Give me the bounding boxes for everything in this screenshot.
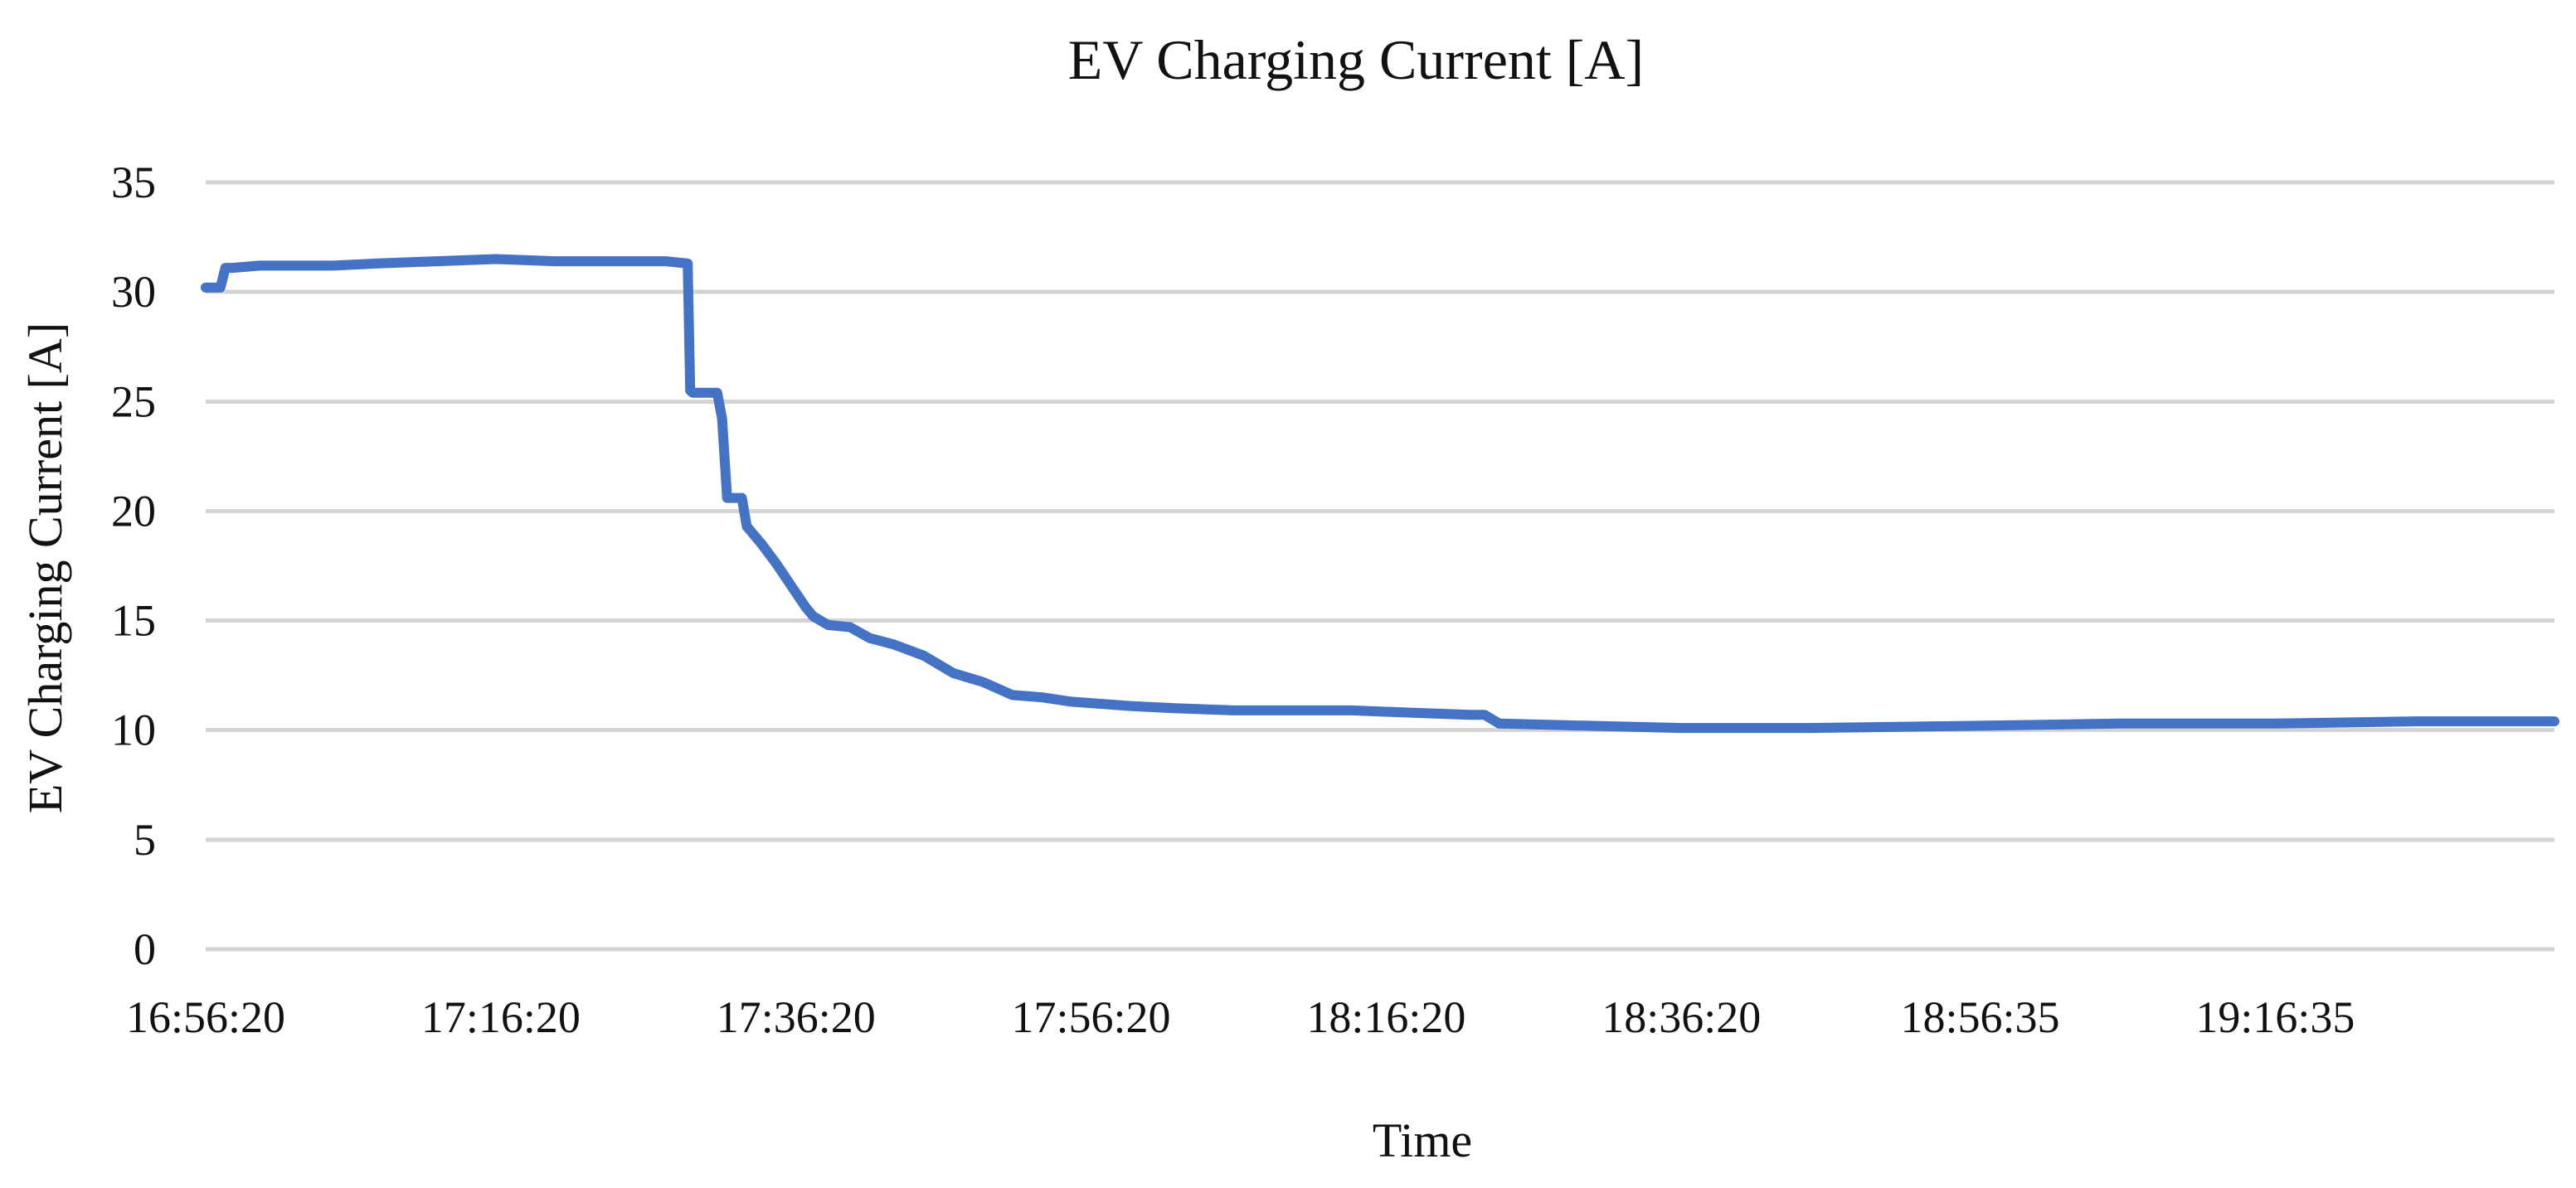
x-axis-tick-labels: 16:56:20 17:16:20 17:36:20 17:56:20 18:16:20…: [126, 992, 2355, 1042]
x-tick-label: 19:16:35: [2195, 992, 2355, 1042]
y-tick-label: 15: [111, 596, 156, 646]
y-axis-title: EV Charging Current [A]: [18, 322, 72, 813]
x-axis-title: Time: [1373, 1113, 1472, 1167]
x-tick-label: 18:36:20: [1601, 992, 1761, 1042]
y-tick-label: 20: [111, 486, 156, 536]
y-tick-label: 35: [111, 158, 156, 207]
y-tick-label: 5: [134, 815, 156, 865]
y-tick-label: 0: [134, 924, 156, 974]
y-tick-label: 25: [111, 376, 156, 426]
y-axis-tick-labels: 0 5 10 15 20 25 30 35: [111, 158, 156, 974]
series-line: [201, 254, 2559, 734]
chart-title: EV Charging Current [A]: [1068, 28, 1644, 91]
x-tick-label: 18:16:20: [1306, 992, 1465, 1042]
grid-layer: [206, 180, 2554, 952]
x-tick-label: 18:56:35: [1901, 992, 2060, 1042]
x-tick-label: 16:56:20: [126, 992, 285, 1042]
y-tick-label: 10: [111, 706, 156, 755]
x-tick-label: 17:36:20: [717, 992, 876, 1042]
x-tick-label: 17:16:20: [421, 992, 581, 1042]
y-tick-label: 30: [111, 267, 156, 317]
x-tick-label: 17:56:20: [1012, 992, 1171, 1042]
